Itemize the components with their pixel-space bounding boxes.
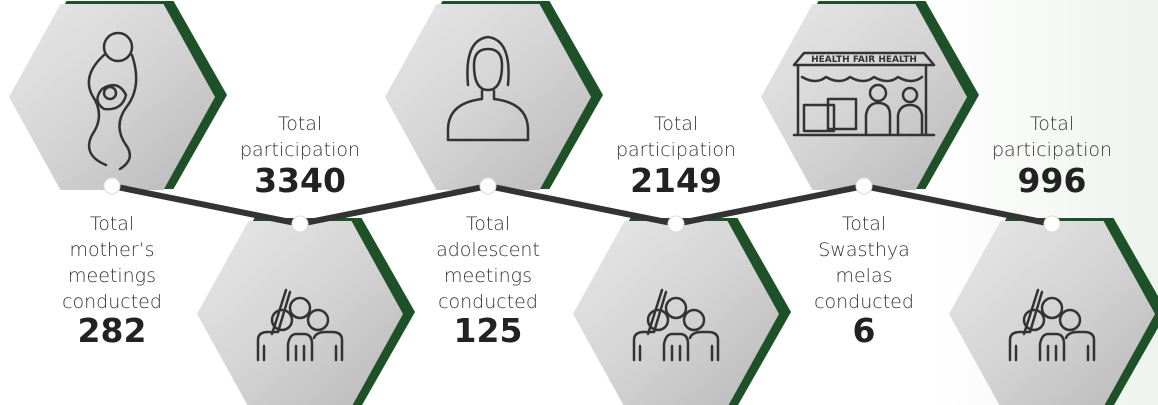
- step-value: 125: [454, 311, 523, 350]
- step-value: 3340: [254, 161, 346, 200]
- step-label: Total: [90, 213, 134, 235]
- step-label: Total: [1030, 113, 1074, 135]
- node-dot: [1044, 216, 1060, 232]
- step-label: meetings: [68, 265, 156, 287]
- step-label: Total: [654, 113, 698, 135]
- step-label: Total: [842, 213, 886, 235]
- step-label: Swasthya: [818, 239, 910, 261]
- step-label: melas: [835, 265, 892, 287]
- step-value: 282: [78, 311, 147, 350]
- step-label: participation: [616, 139, 736, 161]
- step-label: participation: [240, 139, 360, 161]
- node-dot: [292, 216, 308, 232]
- step-value: 2149: [630, 161, 722, 200]
- infographic: HEALTH FAIR HEALTH Total mother’s meetings c…: [0, 0, 1158, 405]
- node-dot: [480, 178, 496, 194]
- step-label: meetings: [444, 265, 532, 287]
- step-label: Total: [278, 113, 322, 135]
- step-value: 996: [1018, 161, 1087, 200]
- step-label: conducted: [438, 291, 538, 313]
- step-value: 6: [853, 311, 876, 350]
- node-dot: [104, 178, 120, 194]
- step-label: mother’s: [69, 239, 154, 261]
- step-label: participation: [992, 139, 1112, 161]
- step-label: conducted: [814, 291, 914, 313]
- step-label: Total: [466, 213, 510, 235]
- banner-text: HEALTH FAIR HEALTH: [811, 55, 917, 65]
- node-dot: [856, 178, 872, 194]
- step-label: conducted: [62, 291, 162, 313]
- node-dot: [668, 216, 684, 232]
- step-label: adolescent: [436, 239, 540, 261]
